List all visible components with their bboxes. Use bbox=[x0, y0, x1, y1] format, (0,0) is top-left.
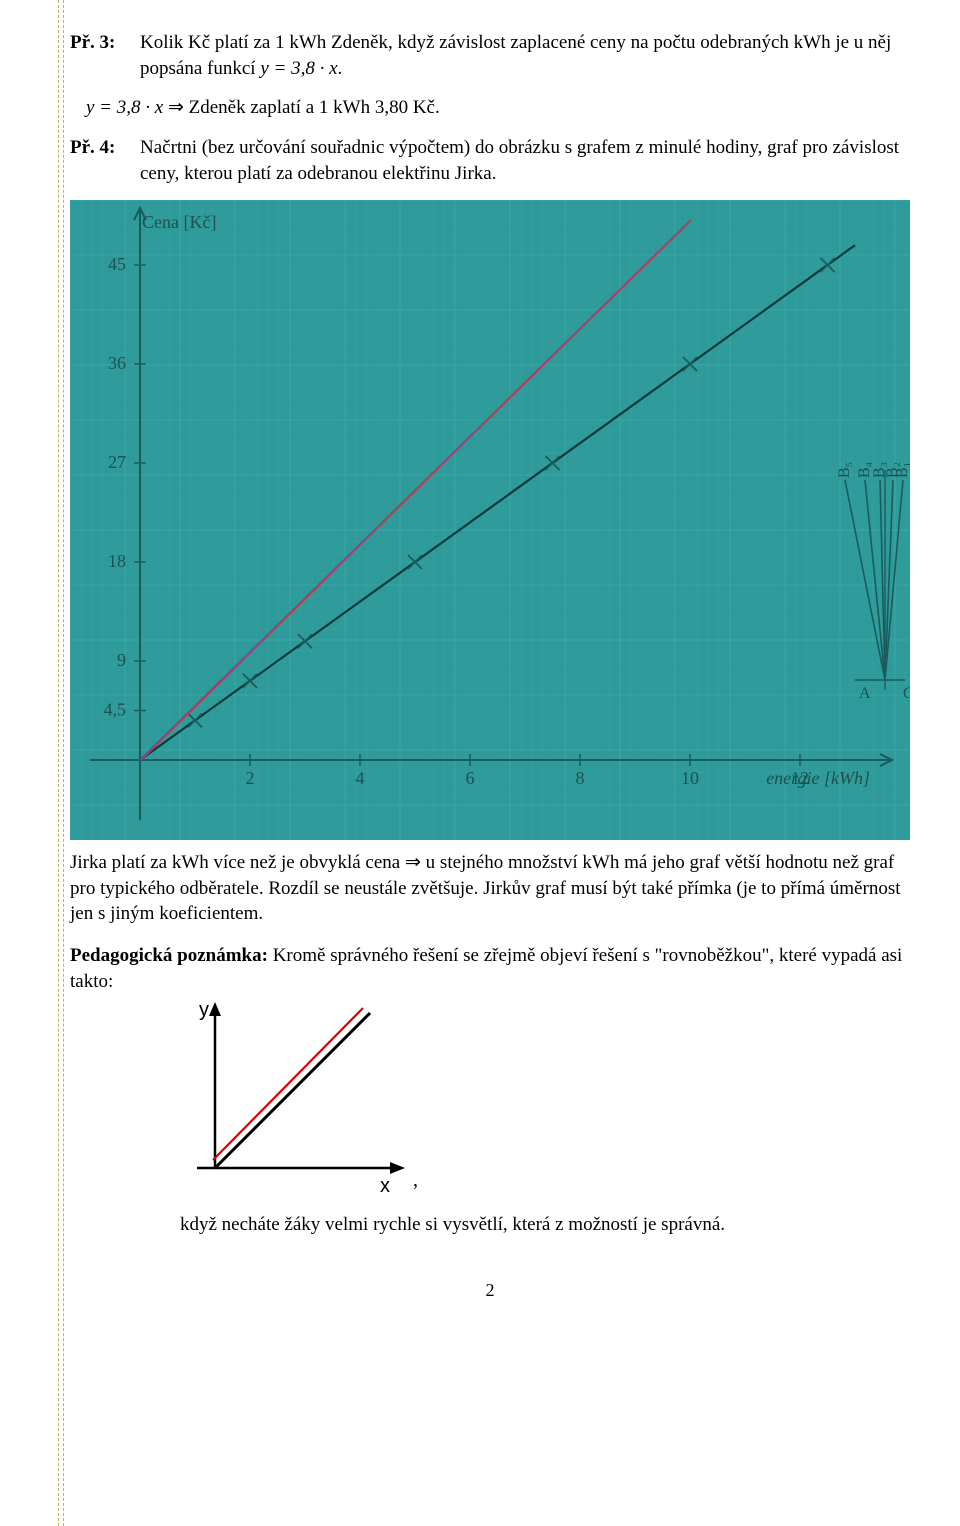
svg-text:Cena [Kč]: Cena [Kč] bbox=[142, 212, 216, 232]
answer3-text: Zdeněk zaplatí a 1 kWh 3,80 Kč. bbox=[189, 97, 440, 118]
svg-text:B₅: B₅ bbox=[836, 462, 853, 478]
exercise-3: Př. 3: Kolik Kč platí za 1 kWh Zdeněk, k… bbox=[70, 30, 910, 81]
svg-text:,: , bbox=[413, 1169, 418, 1191]
svg-text:27: 27 bbox=[108, 452, 126, 472]
page-number: 2 bbox=[70, 1278, 910, 1302]
answer-3: y = 3,8 · x ⇒ Zdeněk zaplatí a 1 kWh 3,8… bbox=[86, 95, 910, 121]
svg-text:4,5: 4,5 bbox=[104, 700, 127, 720]
svg-text:4: 4 bbox=[356, 768, 365, 788]
ex4-text: Načrtni (bez určování souřadnic výpočtem… bbox=[140, 135, 910, 186]
svg-text:B₁: B₁ bbox=[894, 462, 910, 478]
ex3-text: Kolik Kč platí za 1 kWh Zdeněk, když záv… bbox=[140, 32, 891, 79]
explain-t1: Jirka platí za kWh více než je obvyklá c… bbox=[70, 852, 405, 873]
svg-text:6: 6 bbox=[466, 768, 475, 788]
svg-text:C: C bbox=[903, 685, 910, 702]
explain-paragraph: Jirka platí za kWh více než je obvyklá c… bbox=[70, 850, 910, 927]
ex3-formula: y = 3,8 · x bbox=[260, 58, 337, 79]
svg-text:energie [kWh]: energie [kWh] bbox=[766, 768, 870, 788]
svg-text:45: 45 bbox=[108, 254, 126, 274]
svg-text:36: 36 bbox=[108, 353, 126, 373]
answer3-formula: y = 3,8 · x bbox=[86, 97, 163, 118]
tail-text: když necháte žáky velmi rychle si vysvět… bbox=[180, 1212, 910, 1238]
svg-text:x: x bbox=[380, 1175, 390, 1197]
ex3-body: Kolik Kč platí za 1 kWh Zdeněk, když záv… bbox=[140, 30, 910, 81]
svg-text:8: 8 bbox=[576, 768, 585, 788]
hand-graph-photo: 4,591827364524681012Cena [Kč]energie [kW… bbox=[70, 200, 910, 840]
pedag-note: Pedagogická poznámka: Kromě správného ře… bbox=[70, 943, 910, 994]
svg-text:18: 18 bbox=[108, 551, 126, 571]
svg-text:2: 2 bbox=[246, 768, 255, 788]
exercise-4: Př. 4: Načrtni (bez určování souřadnic v… bbox=[70, 135, 910, 186]
mini-graph: y x, bbox=[180, 998, 910, 1208]
svg-text:y: y bbox=[199, 999, 209, 1021]
svg-text:A: A bbox=[859, 685, 871, 702]
explain-arrow: ⇒ bbox=[405, 852, 421, 873]
svg-text:9: 9 bbox=[117, 650, 126, 670]
pedag-prefix: Pedagogická poznámka: bbox=[70, 945, 268, 966]
ex4-label: Př. 4: bbox=[70, 135, 140, 186]
ex3-label: Př. 3: bbox=[70, 30, 140, 81]
svg-text:10: 10 bbox=[681, 768, 699, 788]
ex3-period: . bbox=[338, 58, 343, 79]
answer3-arrow: ⇒ bbox=[168, 97, 189, 118]
